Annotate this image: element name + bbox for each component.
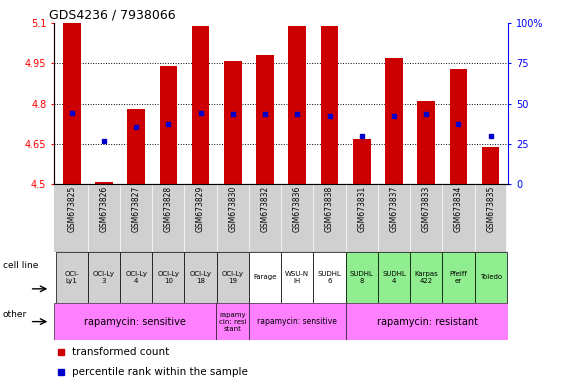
Bar xyxy=(152,252,185,303)
Text: SUDHL
4: SUDHL 4 xyxy=(382,271,406,284)
Bar xyxy=(410,252,442,303)
Text: other: other xyxy=(3,310,27,319)
Text: GSM673831: GSM673831 xyxy=(357,186,366,232)
Bar xyxy=(185,252,217,303)
Text: OCI-Ly
3: OCI-Ly 3 xyxy=(93,271,115,284)
Bar xyxy=(442,252,474,303)
Text: GSM673830: GSM673830 xyxy=(228,186,237,232)
Text: rapamycin: sensitive: rapamycin: sensitive xyxy=(257,317,337,326)
Text: GSM673834: GSM673834 xyxy=(454,186,463,232)
Text: SUDHL
8: SUDHL 8 xyxy=(350,271,374,284)
Text: Karpas
422: Karpas 422 xyxy=(414,271,438,284)
Bar xyxy=(385,58,403,184)
Bar xyxy=(120,252,152,303)
Bar xyxy=(249,303,346,340)
Bar xyxy=(378,252,410,303)
Text: GSM673835: GSM673835 xyxy=(486,186,495,232)
Text: GDS4236 / 7938066: GDS4236 / 7938066 xyxy=(49,9,176,22)
Bar xyxy=(88,252,120,303)
Bar xyxy=(63,23,81,184)
Bar xyxy=(449,69,467,184)
Text: WSU-N
IH: WSU-N IH xyxy=(285,271,310,284)
Text: rapamy
cin: resi
stant: rapamy cin: resi stant xyxy=(219,311,247,332)
Text: rapamycin: resistant: rapamycin: resistant xyxy=(377,316,478,327)
Bar xyxy=(482,147,499,184)
Bar xyxy=(56,252,88,303)
Text: Pfeiff
er: Pfeiff er xyxy=(449,271,467,284)
Bar xyxy=(95,182,113,184)
Text: Farage: Farage xyxy=(253,275,277,280)
Bar xyxy=(474,252,507,303)
Text: OCI-
Ly1: OCI- Ly1 xyxy=(64,271,79,284)
Text: SUDHL
6: SUDHL 6 xyxy=(318,271,341,284)
Bar xyxy=(127,109,145,184)
Bar xyxy=(192,26,210,184)
Text: OCI-Ly
18: OCI-Ly 18 xyxy=(190,271,212,284)
Text: GSM673838: GSM673838 xyxy=(325,186,334,232)
Text: OCI-Ly
4: OCI-Ly 4 xyxy=(125,271,147,284)
Text: cell line: cell line xyxy=(3,261,38,270)
Text: GSM673825: GSM673825 xyxy=(67,186,76,232)
Text: GSM673833: GSM673833 xyxy=(421,186,431,232)
Bar xyxy=(346,303,508,340)
Bar xyxy=(217,252,249,303)
Bar xyxy=(281,252,314,303)
Text: GSM673826: GSM673826 xyxy=(99,186,108,232)
Bar xyxy=(353,139,370,184)
Bar xyxy=(160,66,177,184)
Text: GSM673828: GSM673828 xyxy=(164,186,173,232)
Bar xyxy=(216,303,249,340)
Text: percentile rank within the sample: percentile rank within the sample xyxy=(72,367,248,377)
Bar xyxy=(417,101,435,184)
Text: transformed count: transformed count xyxy=(72,347,169,357)
Bar xyxy=(289,26,306,184)
Bar xyxy=(54,303,216,340)
Text: GSM673832: GSM673832 xyxy=(261,186,270,232)
Text: rapamycin: sensitive: rapamycin: sensitive xyxy=(84,316,186,327)
Bar xyxy=(256,55,274,184)
Text: OCI-Ly
10: OCI-Ly 10 xyxy=(157,271,179,284)
Bar xyxy=(345,252,378,303)
Bar xyxy=(321,26,339,184)
Bar xyxy=(314,252,345,303)
Text: GSM673836: GSM673836 xyxy=(293,186,302,232)
Bar xyxy=(224,61,241,184)
Text: OCI-Ly
19: OCI-Ly 19 xyxy=(222,271,244,284)
Bar xyxy=(249,252,281,303)
Text: GSM673829: GSM673829 xyxy=(196,186,205,232)
Text: GSM673827: GSM673827 xyxy=(132,186,141,232)
Text: Toledo: Toledo xyxy=(479,275,502,280)
Text: GSM673837: GSM673837 xyxy=(390,186,399,232)
